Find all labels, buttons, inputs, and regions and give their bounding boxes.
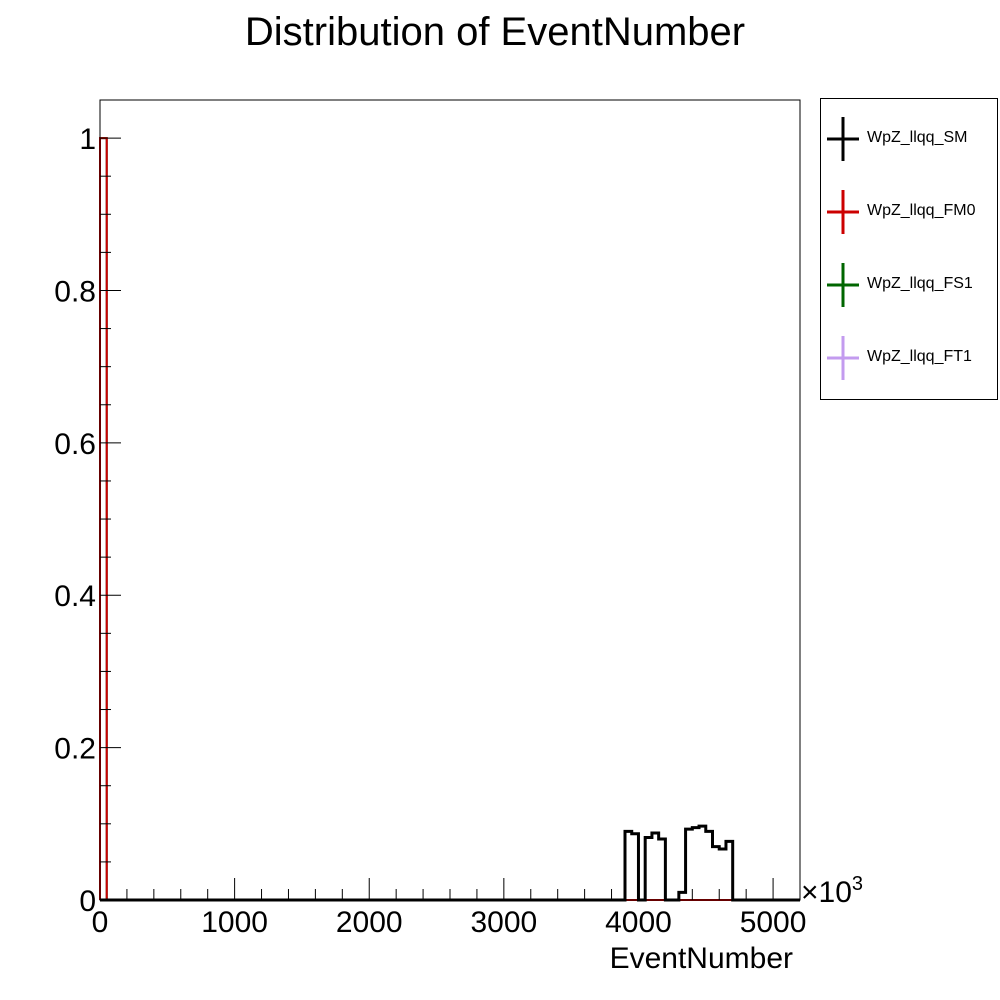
legend-entry: WpZ_llqq_FM0	[821, 182, 999, 242]
legend-label: WpZ_llqq_FM0	[867, 202, 976, 219]
x-tick-label: 1000	[201, 906, 268, 939]
legend-entry: WpZ_llqq_FS1	[821, 255, 999, 315]
y-tick-label: 0.8	[54, 275, 96, 308]
legend-entry: WpZ_llqq_FT1	[821, 328, 999, 388]
legend-marker-icon	[827, 190, 859, 234]
legend-marker-icon	[827, 336, 859, 380]
x-axis-multiplier: ×103	[801, 873, 863, 909]
legend-entry: WpZ_llqq_SM	[821, 109, 999, 169]
x-tick-label: 4000	[605, 906, 672, 939]
x-axis-label: EventNumber	[610, 942, 793, 975]
plot-frame	[99, 99, 801, 901]
legend-label: WpZ_llqq_FT1	[867, 348, 972, 365]
legend-marker-icon	[827, 263, 859, 307]
y-tick-label: 0.6	[54, 428, 96, 461]
x-tick-label: 0	[92, 906, 109, 939]
x-tick-label: 3000	[470, 906, 537, 939]
chart-title: Distribution of EventNumber	[244, 10, 746, 54]
x-tick-label: 2000	[336, 906, 403, 939]
series-line-2	[99, 137, 800, 901]
legend-label: WpZ_llqq_FS1	[867, 275, 973, 292]
series-line-1	[99, 137, 800, 901]
series-line-3	[99, 137, 800, 901]
axis-layer: 0 1000 2000 3000 4000 5000 0 0.2 0.4 0.6 0.8 1	[54, 99, 807, 939]
y-tick-label: 0	[79, 885, 96, 918]
y-tick-label: 0.4	[54, 580, 96, 613]
y-tick-label: 0.2	[54, 733, 96, 766]
series-layer	[99, 137, 800, 902]
x-axis-multiplier-base: ×10	[801, 876, 852, 909]
legend: WpZ_llqq_SM WpZ_llqq_FM0 WpZ_llqq_FS1 WpZ_l…	[820, 98, 998, 400]
x-tick-label: 5000	[740, 906, 807, 939]
y-tick-label: 1	[79, 123, 96, 156]
series-line-0	[100, 824, 800, 902]
legend-label: WpZ_llqq_SM	[867, 129, 968, 146]
x-axis-multiplier-exponent: 3	[852, 873, 863, 895]
legend-marker-icon	[827, 117, 859, 161]
